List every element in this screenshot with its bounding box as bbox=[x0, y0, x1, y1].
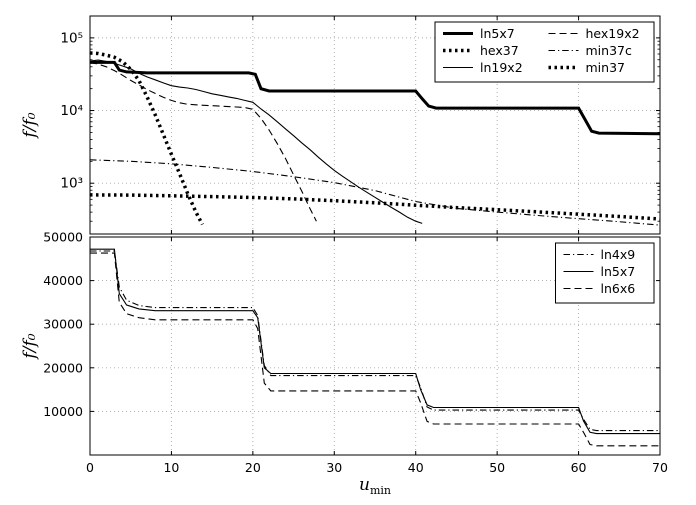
legend-label: ln5x7 bbox=[601, 264, 636, 279]
legend: ln4x9 ln5x7 ln6x6 bbox=[555, 242, 655, 304]
legend-entry-ln5x7: ln5x7 bbox=[563, 264, 636, 279]
y-tick-label: 30000 bbox=[43, 317, 83, 332]
axes-frame bbox=[89, 236, 661, 456]
legend-entry-hex19x2: hex19x2 bbox=[548, 26, 640, 41]
x-tick-label: 10 bbox=[163, 460, 179, 475]
series-ln19x2 bbox=[90, 59, 423, 224]
legend-label: ln4x9 bbox=[601, 247, 636, 262]
top-plot: 10³ 10⁴ 10⁵ ln5x7 hex37 ln19x2 hex19x2 min37c mi… bbox=[60, 15, 661, 235]
y-tick-label: 50000 bbox=[43, 230, 83, 245]
ticks bbox=[89, 16, 661, 234]
legend-label: hex37 bbox=[480, 43, 519, 58]
legend-frame bbox=[555, 242, 655, 304]
legend-entry-ln19x2: ln19x2 bbox=[443, 60, 523, 75]
x-tick-label: 70 bbox=[652, 460, 668, 475]
legend-entry-min37c: min37c bbox=[548, 43, 632, 58]
legend-label: ln6x6 bbox=[601, 281, 636, 296]
series-ln5x7 bbox=[90, 248, 660, 435]
y-axis-label-bottom: f/f₀ bbox=[20, 333, 40, 358]
ticks bbox=[89, 236, 661, 455]
legend-label: ln19x2 bbox=[480, 60, 523, 75]
x-tick-label: 20 bbox=[245, 460, 261, 475]
series-ln6x6 bbox=[90, 252, 660, 447]
series-hex19x2 bbox=[90, 61, 317, 222]
x-tick-label: 40 bbox=[408, 460, 424, 475]
axes-frame bbox=[89, 15, 661, 235]
x-tick-label: 60 bbox=[571, 460, 587, 475]
y-axis-label-top-text: f/f₀ bbox=[20, 112, 40, 138]
legend: ln5x7 hex37 ln19x2 hex19x2 min37c min37 bbox=[434, 21, 655, 83]
legend-label: hex19x2 bbox=[586, 26, 640, 41]
legend-entry-ln5x7: ln5x7 bbox=[443, 26, 515, 41]
x-tick-label: 30 bbox=[326, 460, 342, 475]
series-ln4x9 bbox=[90, 250, 660, 432]
y-tick-label: 40000 bbox=[43, 273, 83, 288]
legend-entry-hex37: hex37 bbox=[443, 43, 519, 58]
y-tick-label: 10³ bbox=[60, 176, 83, 192]
legend-entry-min37: min37 bbox=[548, 60, 625, 75]
series-min37 bbox=[90, 193, 660, 221]
legend-entry-ln6x6: ln6x6 bbox=[563, 281, 636, 296]
bottom-plot: 10000 20000 30000 40000 50000 0 10 20 30 40 50 60 70… bbox=[43, 230, 668, 476]
y-axis-label-top: f/f₀ bbox=[20, 112, 40, 137]
y-tick-label: 20000 bbox=[43, 360, 83, 375]
series-min37c bbox=[90, 159, 660, 226]
y-tick-label: 10⁵ bbox=[60, 30, 83, 46]
y-axis-label-bottom-text: f/f₀ bbox=[20, 333, 40, 359]
x-tick-label: 0 bbox=[86, 460, 94, 475]
x-tick-label: 50 bbox=[489, 460, 505, 475]
series-ln5x7 bbox=[90, 60, 660, 136]
y-tick-label: 10000 bbox=[43, 404, 83, 419]
series bbox=[90, 51, 660, 226]
x-axis-label-sub: min bbox=[369, 484, 391, 498]
x-axis-label: umin bbox=[359, 475, 391, 497]
legend-label: min37c bbox=[586, 43, 632, 58]
legend-label: ln5x7 bbox=[480, 26, 515, 41]
series-hex37 bbox=[90, 51, 204, 226]
legend-entry-ln4x9: ln4x9 bbox=[563, 247, 636, 262]
x-axis-label-main: u bbox=[359, 474, 370, 495]
series bbox=[90, 248, 660, 447]
legend-label: min37 bbox=[586, 60, 625, 75]
y-tick-label: 10⁴ bbox=[60, 103, 83, 119]
